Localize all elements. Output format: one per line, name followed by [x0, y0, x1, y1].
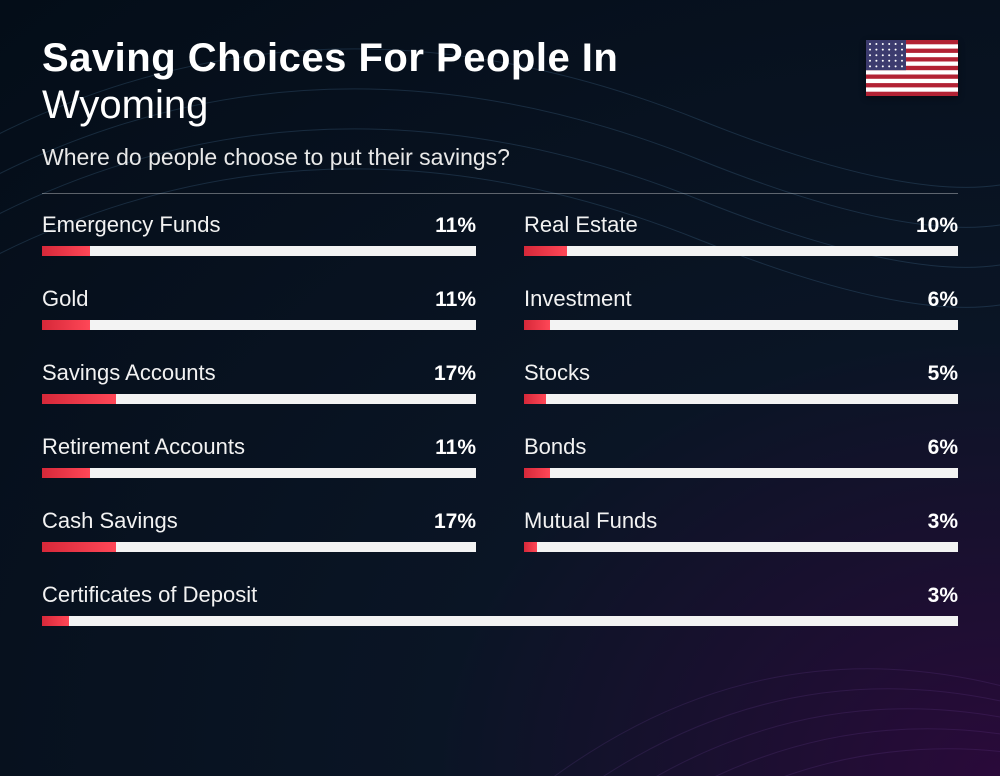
- header: Saving Choices For People In Wyoming Whe…: [42, 36, 958, 171]
- bar-fill: [42, 468, 90, 478]
- bar-fill: [524, 320, 550, 330]
- bar-fill: [524, 246, 567, 256]
- bar-item: Real Estate 10%: [524, 212, 958, 256]
- bar-track: [42, 320, 476, 330]
- bar-track: [524, 320, 958, 330]
- bar-value: 17%: [434, 362, 476, 386]
- bar-fill: [524, 468, 550, 478]
- bar-label: Bonds: [524, 434, 586, 460]
- bar-fill: [42, 616, 69, 626]
- bar-track: [42, 246, 476, 256]
- bar-label: Retirement Accounts: [42, 434, 245, 460]
- chart-grid: Emergency Funds 11% Real Estate 10% Gold 11% I…: [42, 212, 958, 626]
- flag-us-icon: [866, 40, 958, 96]
- bar-label: Savings Accounts: [42, 360, 216, 386]
- bar-label: Mutual Funds: [524, 508, 657, 534]
- bar-item: Retirement Accounts 11%: [42, 434, 476, 478]
- divider: [42, 193, 958, 194]
- bar-item: Cash Savings 17%: [42, 508, 476, 552]
- bar-item: Certificates of Deposit 3%: [42, 582, 958, 626]
- bar-value: 17%: [434, 510, 476, 534]
- bar-value: 11%: [435, 436, 476, 460]
- bar-item: Savings Accounts 17%: [42, 360, 476, 404]
- bar-item: Gold 11%: [42, 286, 476, 330]
- bar-value: 3%: [928, 584, 958, 608]
- bar-label: Certificates of Deposit: [42, 582, 257, 608]
- bar-track: [524, 542, 958, 552]
- title-line1: Saving Choices For People In: [42, 36, 958, 81]
- bar-label: Gold: [42, 286, 88, 312]
- bar-label: Emergency Funds: [42, 212, 221, 238]
- bar-track: [42, 468, 476, 478]
- bar-value: 6%: [928, 288, 958, 312]
- bar-track: [524, 394, 958, 404]
- bar-track: [524, 246, 958, 256]
- bar-item: Mutual Funds 3%: [524, 508, 958, 552]
- bar-fill: [42, 394, 116, 404]
- bar-label: Real Estate: [524, 212, 638, 238]
- bar-track: [42, 616, 958, 626]
- bar-track: [524, 468, 958, 478]
- bar-track: [42, 394, 476, 404]
- bar-item: Investment 6%: [524, 286, 958, 330]
- bar-fill: [524, 542, 537, 552]
- bar-value: 11%: [435, 288, 476, 312]
- bar-track: [42, 542, 476, 552]
- bar-label: Investment: [524, 286, 632, 312]
- bar-value: 10%: [916, 214, 958, 238]
- bar-value: 11%: [435, 214, 476, 238]
- bar-fill: [42, 542, 116, 552]
- bar-item: Bonds 6%: [524, 434, 958, 478]
- bar-value: 3%: [928, 510, 958, 534]
- bar-label: Stocks: [524, 360, 590, 386]
- title-line2: Wyoming: [42, 83, 958, 128]
- bar-value: 5%: [928, 362, 958, 386]
- bar-item: Emergency Funds 11%: [42, 212, 476, 256]
- bar-item: Stocks 5%: [524, 360, 958, 404]
- bar-label: Cash Savings: [42, 508, 178, 534]
- bar-value: 6%: [928, 436, 958, 460]
- bar-fill: [42, 246, 90, 256]
- bar-fill: [524, 394, 546, 404]
- bar-fill: [42, 320, 90, 330]
- subtitle: Where do people choose to put their savi…: [42, 144, 958, 171]
